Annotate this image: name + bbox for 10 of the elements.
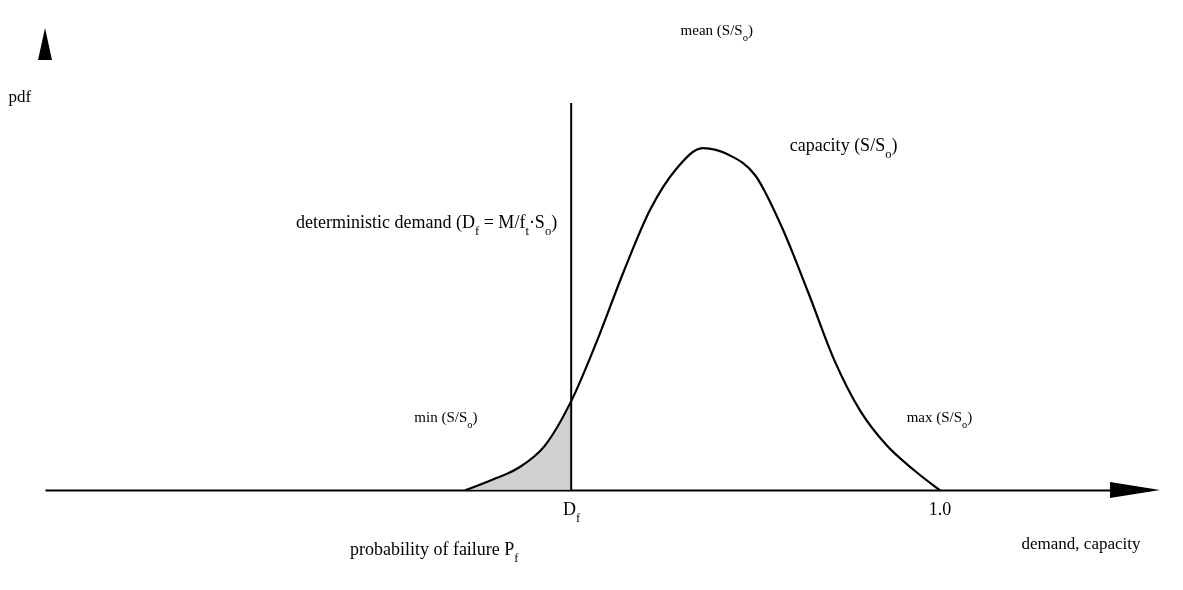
text: capacity (S/S$_{o}$): [789, 135, 898, 161]
x-axis-title: demand, capacity: [1021, 533, 1141, 553]
annotation: min (S/S$_{o}$): [414, 408, 478, 430]
annotation: max (S/S$_{o}$): [906, 408, 973, 430]
ref-line-label: deterministic demand (D$_{f}$ = M/f$_{t}$·S$_{o}$): [296, 212, 558, 239]
x-tick-label: D$_{f}$: [563, 498, 582, 525]
y-axis-title: pdf: [8, 86, 32, 106]
text: mean (S/S$_{o}$): [680, 21, 753, 43]
text: probability of failure P$_{f}$: [349, 539, 520, 565]
x-tick-label: 1.0: [928, 498, 952, 519]
